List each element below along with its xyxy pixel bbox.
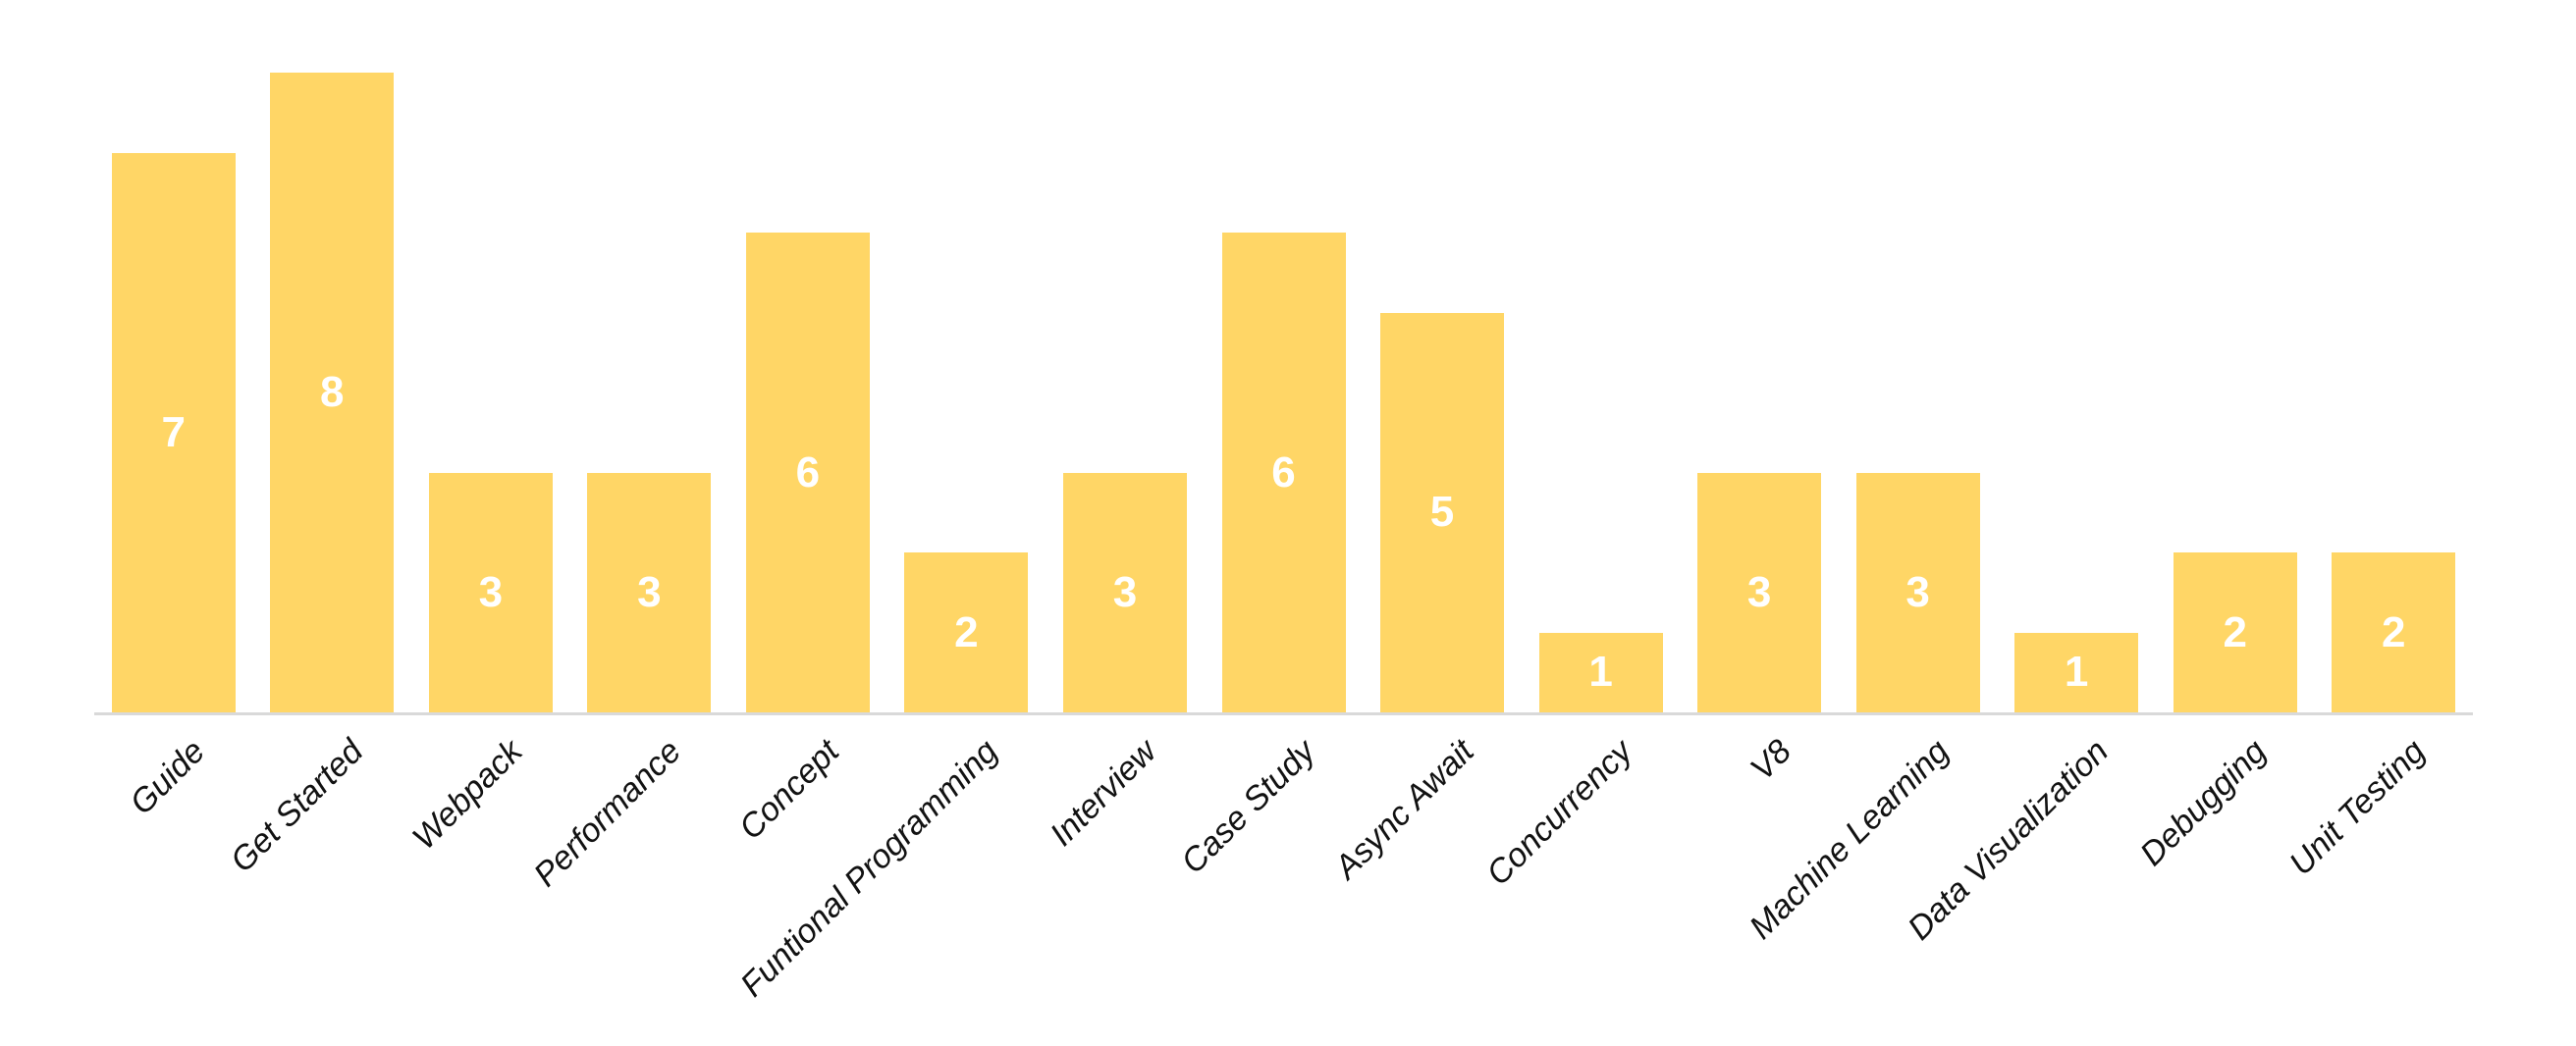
x-axis-tick-label: Concept (731, 732, 847, 848)
bar: 6 (745, 233, 870, 712)
bar: 6 (1221, 233, 1346, 712)
bar-value-label: 2 (954, 607, 979, 656)
x-axis-tick-label: Get Started (223, 732, 371, 880)
bar: 2 (904, 552, 1029, 712)
bar: 8 (270, 73, 395, 712)
bar: 1 (2014, 632, 2139, 712)
x-axis-tick-label: Interview (1043, 732, 1164, 854)
bar-value-label: 1 (1588, 648, 1613, 697)
bar-value-label: 1 (2064, 648, 2089, 697)
bar: 2 (2173, 552, 2297, 712)
x-axis-tick-label: Concurrency (1478, 732, 1640, 893)
bar: 1 (1538, 632, 1663, 712)
bar-value-label: 3 (637, 567, 662, 616)
bar-value-label: 7 (161, 407, 186, 456)
bar-value-label: 3 (1905, 567, 1930, 616)
bar-value-label: 2 (2223, 607, 2247, 656)
bar-value-label: 3 (1112, 567, 1138, 616)
bar-value-label: 2 (2381, 607, 2406, 656)
bar-value-label: 5 (1429, 488, 1455, 537)
bar-value-label: 8 (320, 368, 345, 416)
bar: 3 (1855, 472, 1980, 712)
x-axis-tick-label: Performance (526, 732, 688, 895)
x-axis-tick-label: Debugging (2132, 732, 2275, 873)
x-axis-tick-label: V8 (1743, 732, 1798, 788)
x-axis-tick-label: Funtional Programming (733, 732, 1005, 1005)
x-axis-tick-label: Unit Testing (2281, 732, 2433, 883)
x-axis-tick-label: Async Await (1327, 732, 1481, 887)
bar-value-label: 3 (1746, 567, 1772, 616)
bar: 2 (2332, 552, 2456, 712)
x-axis-tick-label: Webpack (404, 732, 530, 858)
bar-value-label: 6 (795, 447, 821, 497)
bar: 3 (587, 472, 712, 712)
bar: 7 (111, 152, 236, 712)
bar-value-label: 3 (478, 567, 504, 616)
x-axis-line (94, 712, 2473, 715)
x-axis-tick-label: Guide (123, 732, 213, 822)
x-axis-tick-label: Case Study (1173, 732, 1322, 881)
bar: 3 (1062, 472, 1187, 712)
bar: 3 (428, 472, 553, 712)
bar: 5 (1380, 312, 1505, 712)
bar: 3 (1697, 472, 1822, 712)
bar-value-label: 6 (1271, 447, 1296, 497)
